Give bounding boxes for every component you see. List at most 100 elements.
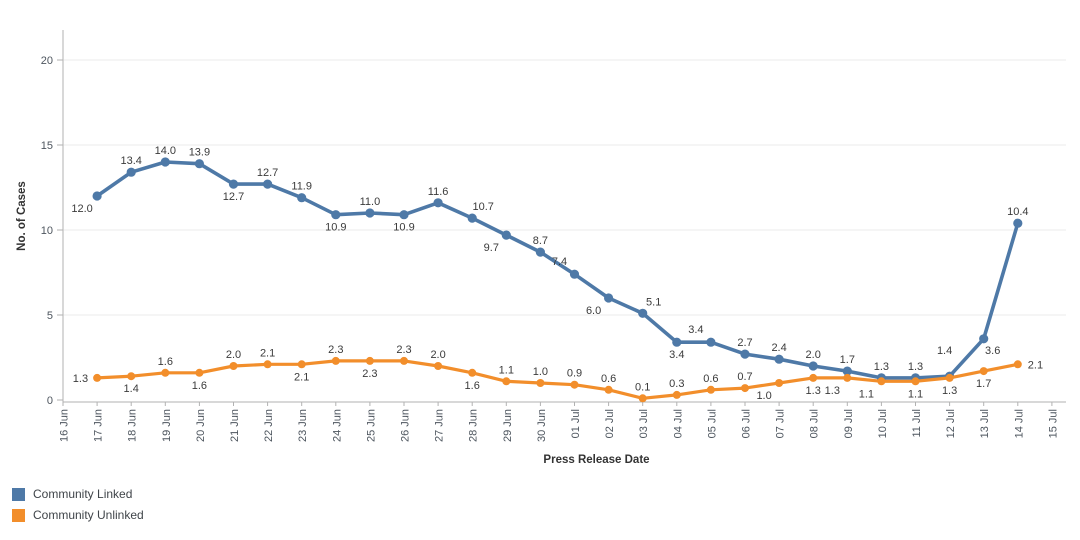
- data-point-community-linked[interactable]: [808, 361, 818, 371]
- y-axis-title: No. of Cases: [16, 181, 28, 251]
- legend-item-community-unlinked[interactable]: Community Unlinked: [12, 508, 144, 522]
- svg-text:8.7: 8.7: [533, 235, 548, 247]
- line-chart[interactable]: 0 5 10 15 20 16 Jun 17 Jun 18 Jun 19 Jun 20 Jun 21…: [0, 0, 1080, 478]
- data-point-community-unlinked[interactable]: [843, 373, 852, 382]
- data-point-community-unlinked[interactable]: [127, 372, 136, 381]
- data-point-community-unlinked[interactable]: [706, 385, 715, 394]
- data-point-community-linked[interactable]: [365, 208, 375, 218]
- svg-text:08 Jul: 08 Jul: [809, 409, 821, 438]
- data-point-community-linked[interactable]: [604, 293, 614, 303]
- data-point-community-linked[interactable]: [569, 269, 580, 279]
- data-point-community-unlinked[interactable]: [468, 368, 477, 377]
- data-point-community-linked[interactable]: [92, 191, 102, 201]
- svg-text:27 Jun: 27 Jun: [434, 409, 446, 442]
- svg-text:30 Jun: 30 Jun: [536, 409, 548, 442]
- legend-item-community-linked[interactable]: Community Linked: [12, 487, 144, 501]
- svg-text:24 Jun: 24 Jun: [331, 409, 343, 442]
- data-point-community-linked[interactable]: [672, 337, 682, 347]
- data-point-community-unlinked[interactable]: [911, 377, 920, 386]
- legend-swatch-community-unlinked: [12, 508, 25, 522]
- svg-text:5.1: 5.1: [646, 296, 661, 308]
- axes: [57, 30, 1066, 406]
- svg-text:11 Jul: 11 Jul: [911, 409, 923, 438]
- data-point-community-unlinked[interactable]: [945, 373, 954, 382]
- data-point-community-unlinked[interactable]: [979, 367, 988, 376]
- data-point-community-linked[interactable]: [535, 247, 546, 257]
- data-point-community-linked[interactable]: [263, 179, 273, 189]
- data-point-community-linked[interactable]: [706, 337, 716, 347]
- svg-text:3.4: 3.4: [669, 349, 684, 361]
- legend-swatch-community-linked: [12, 487, 25, 501]
- data-point-community-linked[interactable]: [638, 308, 648, 318]
- svg-text:0.1: 0.1: [635, 381, 650, 393]
- svg-text:15 Jul: 15 Jul: [1047, 409, 1059, 438]
- data-point-community-unlinked[interactable]: [604, 385, 613, 394]
- svg-text:25 Jun: 25 Jun: [365, 409, 377, 442]
- data-point-community-linked[interactable]: [740, 349, 750, 359]
- data-point-community-unlinked[interactable]: [1013, 360, 1022, 369]
- data-point-community-unlinked[interactable]: [434, 362, 443, 370]
- data-point-community-linked[interactable]: [774, 354, 784, 364]
- data-point-community-unlinked[interactable]: [297, 360, 306, 369]
- data-point-community-linked[interactable]: [194, 159, 204, 169]
- data-point-community-linked[interactable]: [1013, 218, 1023, 228]
- data-point-community-unlinked[interactable]: [536, 379, 545, 387]
- data-point-community-unlinked[interactable]: [365, 356, 374, 365]
- data-point-community-unlinked[interactable]: [638, 394, 647, 403]
- data-point-community-linked[interactable]: [228, 179, 239, 189]
- svg-text:3.4: 3.4: [688, 324, 703, 336]
- svg-text:2.1: 2.1: [260, 347, 275, 359]
- svg-text:0.3: 0.3: [669, 378, 684, 390]
- svg-text:11.9: 11.9: [291, 181, 312, 193]
- svg-text:1.1: 1.1: [859, 388, 874, 400]
- svg-text:5: 5: [47, 310, 53, 322]
- svg-text:07 Jul: 07 Jul: [775, 409, 787, 438]
- data-point-community-linked[interactable]: [399, 210, 409, 220]
- svg-text:0.6: 0.6: [703, 373, 718, 385]
- svg-text:14.0: 14.0: [155, 145, 176, 157]
- data-point-community-linked[interactable]: [433, 198, 443, 208]
- svg-text:13.4: 13.4: [120, 155, 141, 167]
- data-point-community-linked[interactable]: [331, 210, 341, 220]
- data-point-community-unlinked[interactable]: [672, 390, 681, 399]
- data-point-community-linked[interactable]: [501, 230, 511, 240]
- svg-text:2.3: 2.3: [362, 368, 377, 380]
- svg-text:12 Jul: 12 Jul: [945, 409, 957, 438]
- svg-text:11.0: 11.0: [360, 196, 381, 208]
- data-point-community-linked[interactable]: [160, 157, 170, 167]
- data-point-community-unlinked[interactable]: [400, 356, 408, 365]
- data-point-community-unlinked[interactable]: [93, 373, 102, 382]
- data-point-community-linked[interactable]: [297, 193, 307, 203]
- svg-text:10.9: 10.9: [325, 222, 346, 234]
- data-point-community-unlinked[interactable]: [195, 368, 204, 377]
- data-point-community-unlinked[interactable]: [263, 360, 272, 369]
- svg-text:10: 10: [41, 225, 53, 237]
- svg-text:2.0: 2.0: [430, 349, 445, 361]
- svg-text:1.1: 1.1: [908, 388, 923, 400]
- legend: Community Linked Community Unlinked: [12, 487, 144, 522]
- data-point-community-unlinked[interactable]: [229, 362, 238, 370]
- svg-text:10.4: 10.4: [1007, 206, 1028, 218]
- data-point-community-unlinked[interactable]: [741, 384, 749, 393]
- svg-text:28 Jun: 28 Jun: [468, 409, 480, 442]
- data-point-community-linked[interactable]: [979, 334, 989, 344]
- svg-text:17 Jun: 17 Jun: [93, 409, 105, 442]
- data-point-community-unlinked[interactable]: [775, 379, 784, 387]
- legend-label: Community Linked: [33, 487, 133, 501]
- data-point-community-unlinked[interactable]: [570, 380, 579, 389]
- data-point-community-unlinked[interactable]: [809, 373, 818, 382]
- svg-text:1.3: 1.3: [908, 361, 923, 373]
- data-point-community-linked[interactable]: [842, 366, 852, 376]
- svg-text:03 Jul: 03 Jul: [638, 409, 650, 438]
- svg-text:2.3: 2.3: [396, 344, 411, 356]
- data-labels-community-unlinked: 1.3 1.4 1.6 1.6 2.0 2.1 2.1 2.3 2.3 2.3 2.0 1.6 1.1 1…: [73, 344, 1043, 402]
- svg-text:1.4: 1.4: [937, 345, 952, 357]
- data-point-community-unlinked[interactable]: [502, 377, 511, 386]
- data-point-community-unlinked[interactable]: [331, 356, 340, 365]
- svg-text:9.7: 9.7: [484, 242, 499, 254]
- data-point-community-linked[interactable]: [126, 167, 136, 177]
- data-point-community-unlinked[interactable]: [877, 377, 886, 386]
- gridlines: [63, 59, 1066, 316]
- data-point-community-unlinked[interactable]: [161, 368, 170, 377]
- data-point-community-linked[interactable]: [467, 213, 477, 223]
